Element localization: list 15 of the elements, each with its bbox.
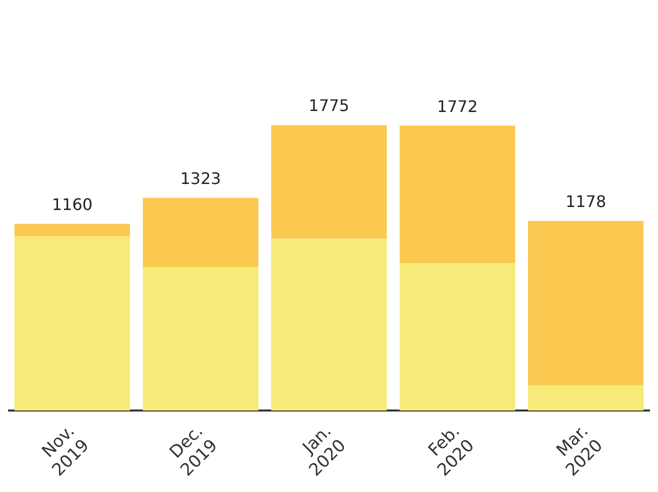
bar — [528, 385, 644, 411]
bar — [14, 236, 130, 411]
annotation: 1323 — [180, 169, 221, 188]
bar — [271, 238, 387, 411]
bar — [400, 126, 516, 263]
bar — [142, 267, 258, 411]
bar — [271, 125, 387, 239]
annotation: 1775 — [308, 96, 350, 116]
bar — [142, 198, 258, 268]
annotation: 1160 — [52, 195, 93, 214]
bar — [400, 262, 516, 411]
bar — [528, 221, 644, 386]
annotation: 1772 — [437, 96, 478, 116]
bar — [14, 224, 130, 236]
annotation: 1178 — [565, 192, 606, 212]
